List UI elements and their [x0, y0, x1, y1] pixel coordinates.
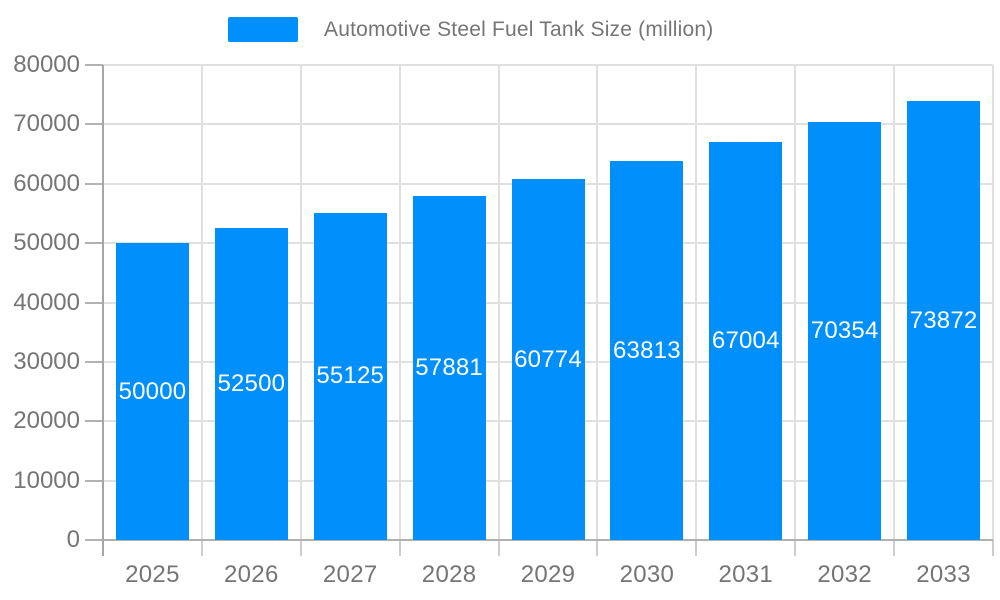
x-gridline — [299, 65, 302, 540]
x-gridline — [893, 65, 896, 540]
x-tick-label: 2033 — [916, 561, 971, 588]
y-tick-label: 30000 — [13, 347, 80, 375]
x-axis-tick — [992, 540, 994, 556]
y-tick-label: 0 — [66, 526, 80, 553]
y-tick-label: 60000 — [13, 169, 80, 197]
y-axis-tick — [85, 301, 103, 304]
y-axis-tick — [85, 123, 103, 126]
x-tick-label: 2026 — [224, 561, 279, 588]
x-gridline — [398, 65, 401, 540]
x-gridline — [200, 65, 203, 540]
x-tick-label: 2028 — [421, 561, 477, 588]
bar[interactable] — [709, 142, 783, 540]
y-axis-tick — [85, 420, 103, 423]
x-axis-tick — [794, 540, 797, 556]
y-axis-tick — [85, 539, 103, 541]
legend[interactable]: Automotive Steel Fuel Tank Size (million… — [228, 17, 713, 42]
x-tick-label: 2027 — [322, 561, 378, 588]
bar[interactable] — [907, 101, 981, 540]
x-axis-tick — [299, 540, 302, 556]
y-gridline — [103, 64, 993, 66]
bar[interactable] — [412, 196, 486, 540]
x-axis-tick — [695, 540, 698, 556]
x-gridline — [794, 65, 797, 540]
y-tick-label: 20000 — [13, 407, 80, 435]
y-tick-label: 70000 — [13, 110, 80, 138]
x-tick-label: 2029 — [520, 561, 576, 588]
y-axis-tick — [85, 360, 103, 363]
y-axis-tick — [85, 242, 103, 245]
bar[interactable] — [313, 212, 387, 540]
x-gridline — [596, 65, 599, 540]
x-tick-label: 2025 — [125, 561, 180, 588]
x-gridline — [992, 65, 994, 540]
x-tick-label: 2032 — [817, 561, 872, 588]
y-tick-label: 10000 — [13, 466, 80, 494]
x-axis-line — [103, 539, 993, 541]
y-gridline — [103, 123, 993, 126]
bar[interactable] — [115, 243, 189, 540]
y-axis-line — [102, 65, 104, 556]
x-tick-label: 2030 — [619, 561, 675, 588]
bar[interactable] — [511, 179, 585, 540]
y-tick-label: 40000 — [13, 288, 80, 316]
x-axis-tick — [398, 540, 401, 556]
x-axis-tick — [893, 540, 896, 556]
bar[interactable] — [610, 161, 684, 540]
x-axis-tick — [200, 540, 203, 556]
y-axis-tick — [85, 182, 103, 185]
x-axis-tick — [596, 540, 599, 556]
bar[interactable] — [214, 228, 288, 540]
y-tick-label: 50000 — [13, 229, 80, 257]
legend-label: Automotive Steel Fuel Tank Size (million… — [324, 17, 714, 41]
bar[interactable] — [808, 122, 882, 540]
y-axis-tick — [85, 479, 103, 482]
x-gridline — [497, 65, 500, 540]
legend-swatch-icon — [228, 17, 298, 42]
x-tick-label: 2031 — [718, 561, 774, 588]
x-axis-tick — [497, 540, 500, 556]
y-axis-tick — [85, 64, 103, 66]
y-tick-label: 80000 — [13, 51, 80, 78]
x-gridline — [695, 65, 698, 540]
